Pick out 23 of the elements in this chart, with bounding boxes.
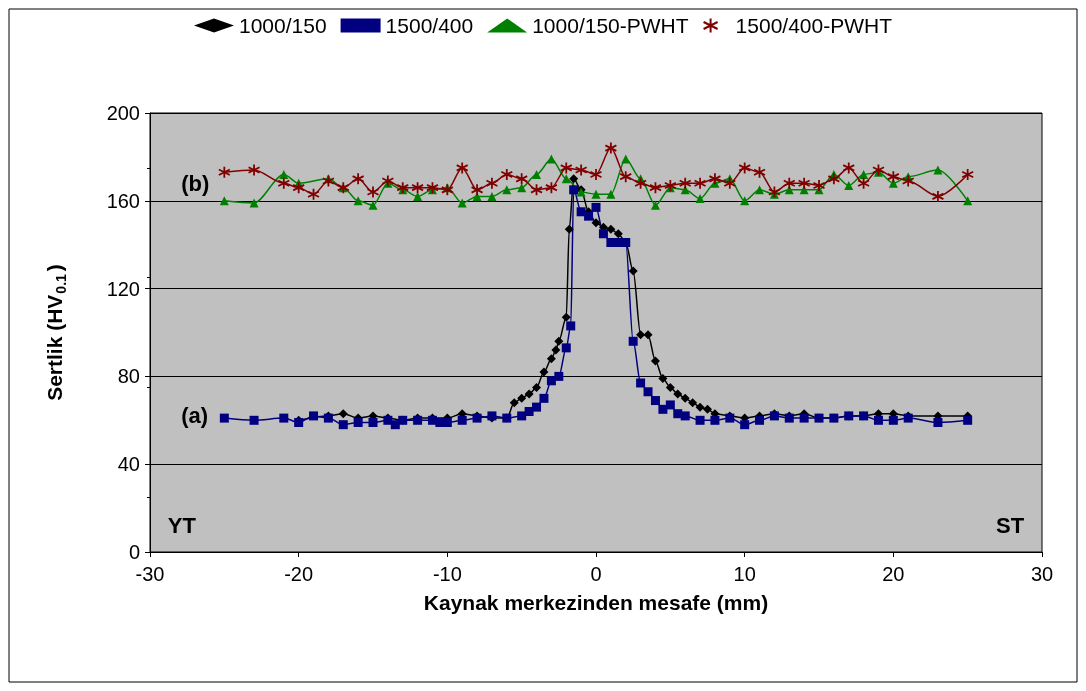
x-tick-label: 0	[590, 563, 602, 585]
legend-label: 1500/400-PWHT	[735, 14, 893, 37]
x-tick-label: -10	[432, 563, 462, 585]
y-axis-title: Sertlik (HV0.1)	[42, 264, 69, 401]
annotation: YT	[167, 513, 197, 539]
annotation: (a)	[181, 403, 209, 429]
legend-label: 1000/150	[239, 14, 327, 37]
x-tick-label: -30	[135, 563, 165, 585]
legend-label: 1000/150-PWHT	[532, 14, 689, 37]
x-tick-label: 20	[882, 563, 905, 585]
x-axis-title: Kaynak merkezinden mesafe (mm)	[423, 591, 769, 614]
legend-label: 1500/400	[385, 14, 474, 37]
x-tick-label: 30	[1030, 563, 1054, 585]
y-tick-label: 80	[117, 365, 140, 388]
y-tick-label: 120	[106, 277, 140, 300]
y-tick-label: 0	[128, 541, 140, 563]
x-tick-label: -20	[284, 563, 314, 585]
y-tick-label: 160	[106, 189, 140, 212]
annotation: (b)	[181, 170, 210, 196]
annotation: ST	[996, 513, 1025, 539]
y-tick-label: 40	[117, 453, 140, 476]
y-tick-label: 200	[106, 102, 140, 124]
x-tick-label: 10	[733, 563, 756, 585]
